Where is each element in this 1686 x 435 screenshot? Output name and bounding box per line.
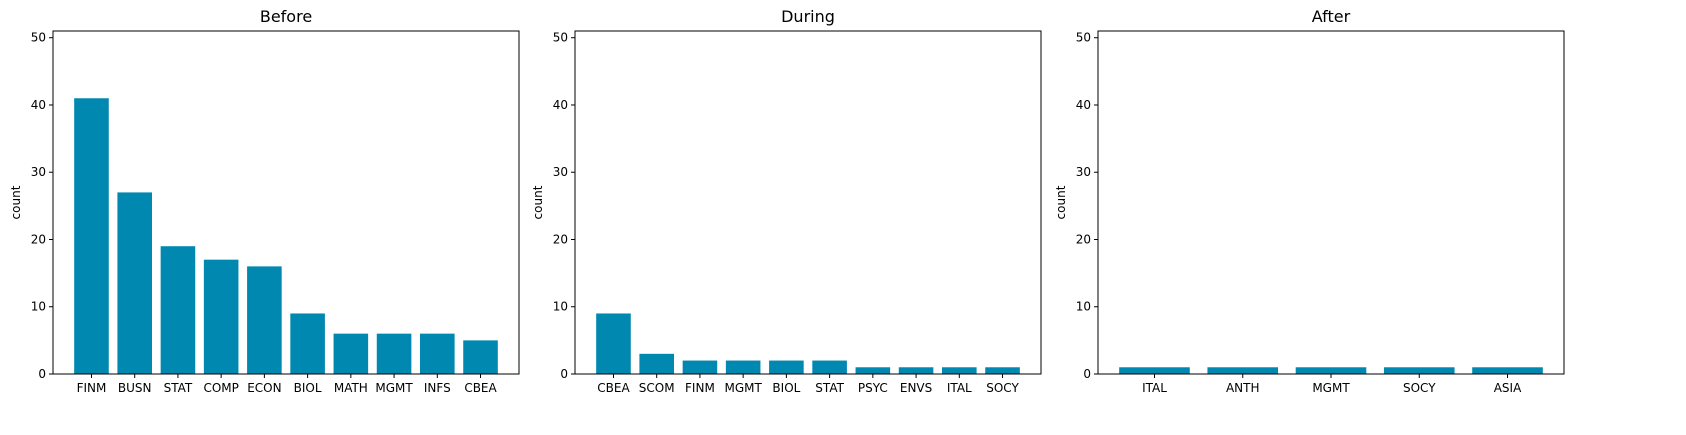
bar-mgmt	[1295, 367, 1367, 374]
bar-biol	[769, 360, 804, 374]
x-tick-label-math: MATH	[334, 381, 368, 395]
plot-frame	[574, 30, 1042, 375]
bar-stat	[812, 360, 847, 374]
y-tick-label: 20	[1076, 232, 1091, 246]
x-tick-label-econ: ECON	[247, 381, 281, 395]
x-tick-label-envs: ENVS	[900, 381, 932, 395]
bar-socy	[985, 367, 1020, 374]
y-axis-label: count	[531, 185, 545, 219]
bar-finm	[682, 360, 718, 374]
y-axis-label: count	[9, 185, 23, 219]
x-tick-label-socy: SOCY	[986, 381, 1019, 395]
y-tick-label: 20	[31, 232, 46, 246]
y-tick-label: 40	[1076, 98, 1091, 112]
chart-during: 0 10 20 30 40 50 CBEA SCOM FINM MGMT BIOL STAT PSYC E…	[531, 7, 1042, 395]
y-tick-label: 50	[1076, 31, 1091, 45]
x-tick-label-scom: SCOM	[639, 381, 675, 395]
y-tick-label: 50	[553, 31, 568, 45]
x-tick-label-ital: ITAL	[1142, 381, 1167, 395]
plot-frame	[52, 30, 520, 375]
chart-title: After	[1312, 7, 1351, 26]
bar-ital	[942, 367, 977, 374]
plot-frame	[1097, 30, 1565, 375]
bar-anth	[1207, 367, 1279, 374]
bar-psyc	[855, 367, 891, 374]
chart-title: During	[781, 7, 835, 26]
x-tick-label-infs: INFS	[424, 381, 451, 395]
y-tick-label: 0	[38, 367, 46, 381]
bar-finm	[74, 98, 109, 374]
y-tick-label: 10	[31, 300, 46, 314]
x-tick-label-mgmt: MGMT	[375, 381, 413, 395]
x-tick-label-stat: STAT	[815, 381, 844, 395]
chart-after: 0 10 20 30 40 50 ITAL ANTH MGMT SOCY ASIA After coun…	[1054, 7, 1565, 395]
y-tick-label: 0	[1083, 367, 1091, 381]
bar-envs	[898, 367, 934, 374]
x-tick-label-ital: ITAL	[947, 381, 972, 395]
bar-stat	[160, 246, 196, 374]
x-tick-label-stat: STAT	[164, 381, 193, 395]
y-tick-label: 0	[560, 367, 568, 381]
bar-biol	[290, 313, 325, 374]
bar-cbea	[596, 313, 631, 374]
y-tick-label: 40	[31, 98, 46, 112]
x-tick-label-mgmt: MGMT	[724, 381, 762, 395]
x-tick-label-finm: FINM	[77, 381, 107, 395]
bar-math	[333, 333, 369, 374]
y-tick-label: 50	[31, 31, 46, 45]
bar-asia	[1472, 367, 1543, 374]
y-tick-label: 10	[553, 300, 568, 314]
y-tick-label: 30	[31, 165, 46, 179]
x-tick-label-cbea: CBEA	[597, 381, 630, 395]
y-tick-label: 10	[1076, 300, 1091, 314]
x-tick-label-comp: COMP	[203, 381, 238, 395]
x-tick-label-socy: SOCY	[1403, 381, 1436, 395]
x-tick-label-busn: BUSN	[118, 381, 152, 395]
y-tick-label: 20	[553, 232, 568, 246]
chart-panels: 0 10 20 30 40 50 FINM BUSN STAT COMP ECON BIOL MATH M…	[9, 7, 1565, 395]
bar-cbea	[463, 340, 498, 374]
x-tick-label-cbea: CBEA	[464, 381, 497, 395]
bar-scom	[639, 353, 674, 374]
x-tick-label-asia: ASIA	[1494, 381, 1522, 395]
bar-ital	[1119, 367, 1190, 374]
x-tick-label-anth: ANTH	[1226, 381, 1260, 395]
x-tick-label-biol: BIOL	[294, 381, 322, 395]
bar-comp	[203, 259, 239, 374]
bar-socy	[1383, 367, 1455, 374]
bar-infs	[420, 333, 455, 374]
chart-before: 0 10 20 30 40 50 FINM BUSN STAT COMP ECON BIOL MATH M…	[9, 7, 520, 395]
y-axis-label: count	[1054, 185, 1068, 219]
x-tick-label-finm: FINM	[685, 381, 715, 395]
y-tick-label: 30	[553, 165, 568, 179]
x-tick-label-mgmt: MGMT	[1312, 381, 1350, 395]
y-tick-label: 40	[553, 98, 568, 112]
y-tick-label: 30	[1076, 165, 1091, 179]
bar-mgmt	[376, 333, 412, 374]
chart-title: Before	[260, 7, 312, 26]
bar-econ	[247, 266, 282, 374]
x-tick-label-psyc: PSYC	[858, 381, 888, 395]
bar-busn	[117, 192, 152, 374]
bar-mgmt	[725, 360, 761, 374]
x-tick-label-biol: BIOL	[772, 381, 800, 395]
